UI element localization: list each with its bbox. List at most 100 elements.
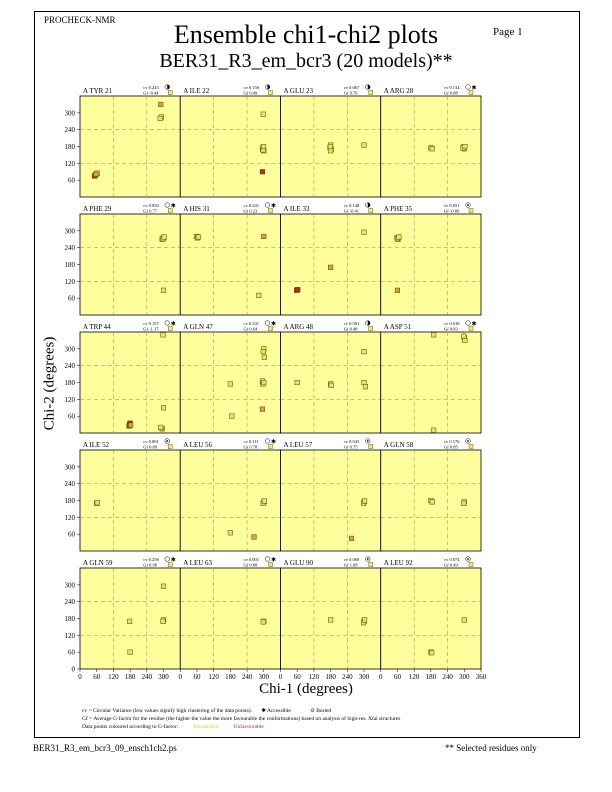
gf-value: Gf 1.08: [344, 563, 358, 568]
cv-value: cv 0.243: [143, 85, 159, 90]
y-tick-label: 300: [65, 227, 76, 235]
gf-value: Gf 0.89: [143, 445, 157, 450]
y-tick-label: 60: [68, 531, 76, 539]
cv-value: cv 0.241: [244, 203, 260, 208]
gf-colour-box: [268, 90, 273, 95]
data-point: [229, 413, 235, 419]
y-tick-label: 60: [68, 649, 76, 657]
y-tick-label: 180: [65, 497, 76, 505]
data-point: [251, 534, 257, 540]
residue-label: A LEU 63: [183, 559, 212, 567]
page-number: Page 1: [493, 26, 523, 38]
gf-value: Gf 0.23: [244, 209, 258, 214]
gf-colour-box: [368, 326, 373, 331]
residue-label: A LEU 92: [384, 559, 413, 567]
gf-value: Gf 0.78: [244, 445, 258, 450]
buried-dot-icon: [467, 440, 469, 442]
gf-value: Gf 0.49: [444, 563, 458, 568]
x-axis-label: Chi-1 (degrees): [259, 681, 353, 697]
gf-value: Gf -0.06: [444, 209, 460, 214]
data-point: [227, 530, 233, 536]
gf-value: Gf 0.77: [143, 209, 157, 214]
gf-value: Gf -0.41: [344, 209, 359, 214]
data-point: [127, 618, 133, 624]
residue-label: A ILE 52: [83, 441, 110, 449]
y-tick-label: 0: [72, 666, 76, 674]
x-tick-label: 300: [259, 673, 270, 681]
legend-unfavourable-label: Unfavourable: [233, 724, 264, 730]
gf-value: Gf 0.64: [244, 327, 258, 332]
data-point: [158, 424, 164, 430]
residue-label: A ILE 33: [284, 205, 311, 213]
residue-label: A GLN 59: [83, 559, 113, 567]
data-point: [361, 142, 367, 148]
residue-label: A ASP 51: [384, 323, 412, 331]
x-tick-label: 60: [294, 673, 302, 681]
access-circle-icon: [264, 556, 271, 562]
y-tick-label: 180: [65, 379, 76, 387]
data-point: [429, 499, 435, 505]
access-fill-icon: [367, 84, 371, 90]
residue-label: A TYR 21: [83, 87, 113, 95]
panel-background: [79, 331, 181, 434]
residue-label: A HIS 31: [183, 205, 210, 213]
accessible-star-icon: ✱: [261, 708, 266, 714]
gf-value: Gf 0.88: [244, 563, 258, 568]
buried-dot-icon: [366, 558, 369, 560]
access-fill-icon: [267, 84, 270, 90]
residue-label: A LEU 57: [284, 441, 313, 449]
data-point: [127, 649, 133, 655]
cv-value: cv 0.067: [344, 85, 360, 90]
cv-value: cv 0.001: [143, 439, 159, 444]
accessible-star-icon: ✱: [171, 321, 176, 328]
buried-dot-icon: [467, 204, 469, 206]
data-point: [259, 169, 265, 175]
gf-colour-box: [468, 444, 474, 449]
accessible-star-icon: ✱: [271, 203, 276, 210]
access-fill-icon: [367, 320, 371, 326]
cv-value: cv 0.051: [444, 203, 460, 208]
gf-value: Gf 0.48: [344, 327, 358, 332]
y-tick-label: 300: [65, 109, 76, 117]
data-point: [93, 171, 99, 177]
gf-colour-box: [268, 326, 273, 331]
residue-label: A GLN 47: [183, 323, 213, 331]
data-point: [361, 229, 367, 235]
accessible-star-icon: ✱: [271, 557, 276, 564]
cv-value: cv 0.050: [143, 203, 159, 208]
cv-value: cv 0.134: [444, 85, 460, 90]
x-tick-label: 240: [342, 673, 353, 681]
residue-label: A ARG 48: [284, 323, 314, 331]
y-tick-label: 240: [65, 126, 76, 134]
gf-colour-box: [268, 444, 273, 449]
x-tick-label: 180: [325, 673, 336, 681]
y-tick-label: 180: [65, 261, 76, 269]
x-tick-label: 180: [225, 673, 236, 681]
gf-colour-box: [168, 562, 173, 567]
cv-value: cv 0.176: [444, 439, 460, 444]
data-point: [260, 111, 266, 117]
x-tick-label: 120: [309, 673, 320, 681]
data-point: [431, 332, 437, 338]
accessible-star-icon: ✱: [472, 321, 477, 328]
accessible-star-icon: ✱: [472, 85, 477, 92]
gf-colour-box: [368, 208, 373, 213]
data-point: [361, 349, 367, 355]
cv-value: cv 0.258: [143, 557, 159, 562]
data-point: [328, 148, 334, 154]
data-point: [261, 498, 267, 504]
x-tick-label: 300: [158, 673, 169, 681]
gf-colour-box: [468, 562, 474, 567]
panel-background: [380, 331, 482, 434]
x-tick-label: 360: [476, 673, 487, 681]
